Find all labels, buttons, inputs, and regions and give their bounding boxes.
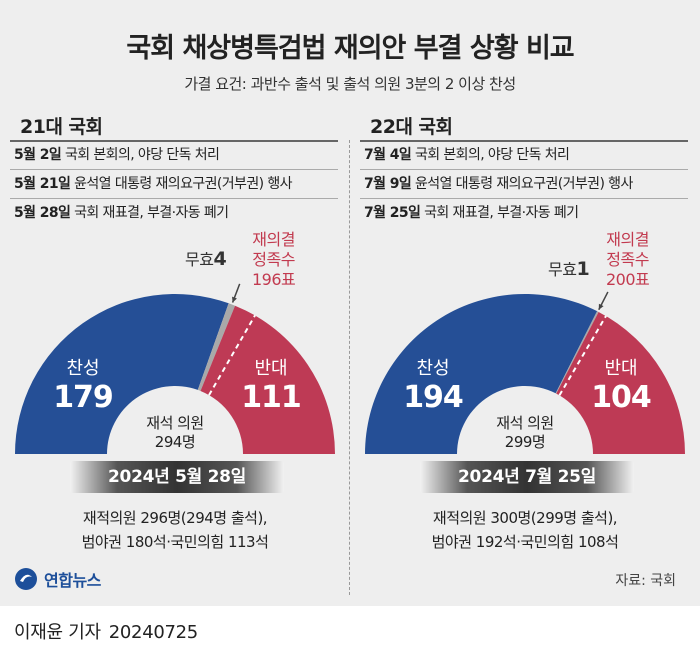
quorum-label: 재의결 정족수 196표 <box>252 230 296 290</box>
yes-label-value: 194 <box>403 380 464 415</box>
yes-label: 찬성 194 <box>393 354 473 415</box>
seat-note: 재적의원 296명(294명 출석), 범야권 180석·국민의힘 113석 <box>0 506 350 554</box>
center-label-line1: 재석 의원 <box>496 414 554 432</box>
divider <box>360 140 688 142</box>
event-date: 5월 2일 <box>14 147 62 163</box>
vote-date-bar: 2024년 5월 28일 <box>70 461 284 493</box>
timeline-event: 5월 2일 국회 본회의, 야당 단독 처리 <box>14 144 220 164</box>
vote-chart: 찬성 179 반대 111 무효4 재의결 정족수 196표 재석 의원 294… <box>0 230 350 459</box>
byline-author: 이재윤 기자 <box>14 622 101 643</box>
seat-note-line2: 범야권 192석·국민의힘 108석 <box>431 533 619 551</box>
session-title: 21대 국회 <box>20 116 103 138</box>
invalid-pointer-head <box>232 296 237 303</box>
yonhap-logo-icon <box>15 568 37 590</box>
invalid-label-name: 무효 <box>548 260 577 279</box>
column-divider <box>349 140 350 595</box>
vote-chart-svg <box>365 291 685 454</box>
seat-note-line1: 재적의원 296명(294명 출석), <box>82 509 268 527</box>
event-text: 윤석열 대통령 재의요구권(거부권) 행사 <box>414 176 633 192</box>
byline-date: 20240725 <box>108 622 199 643</box>
event-date: 5월 21일 <box>14 176 71 192</box>
event-text: 국회 재표결, 부결·자동 폐기 <box>74 205 229 221</box>
yes-label-name: 찬성 <box>66 358 100 379</box>
session-title: 22대 국회 <box>370 116 453 138</box>
divider <box>10 198 338 199</box>
quorum-line3: 196표 <box>252 270 296 289</box>
no-label: 반대 104 <box>581 354 661 415</box>
event-date: 7월 9일 <box>364 176 412 192</box>
quorum-line1: 재의결 <box>252 230 295 249</box>
quorum-line2: 정족수 <box>252 250 295 269</box>
timeline-event: 5월 28일 국회 재표결, 부결·자동 폐기 <box>14 202 229 222</box>
event-text: 국회 재표결, 부결·자동 폐기 <box>424 205 579 221</box>
logo-text: 연합뉴스 <box>44 571 101 590</box>
no-label-value: 111 <box>241 380 302 415</box>
invalid-slice <box>197 303 236 391</box>
invalid-label-value: 4 <box>213 248 227 270</box>
divider <box>360 198 688 199</box>
yes-label: 찬성 179 <box>48 354 118 415</box>
invalid-label: 무효4 <box>185 246 227 270</box>
timeline-event: 7월 9일 윤석열 대통령 재의요구권(거부권) 행사 <box>364 173 633 193</box>
no-label-name: 반대 <box>604 358 638 379</box>
no-label-name: 반대 <box>254 358 288 379</box>
timeline-event: 5월 21일 윤석열 대통령 재의요구권(거부권) 행사 <box>14 173 292 193</box>
seat-note-line1: 재적의원 300명(299명 출석), <box>432 509 618 527</box>
no-slice <box>200 305 335 454</box>
timeline-event: 7월 4일 국회 본회의, 야당 단독 처리 <box>364 144 570 164</box>
center-label: 재석 의원 299명 <box>470 414 580 452</box>
invalid-slice <box>555 311 599 394</box>
divider <box>10 140 338 142</box>
page-subtitle: 가결 요건: 과반수 출석 및 출석 의원 3분의 2 이상 찬성 <box>184 75 516 93</box>
yes-label-name: 찬성 <box>416 358 450 379</box>
invalid-label: 무효1 <box>548 256 590 280</box>
invalid-pointer-head <box>598 303 604 310</box>
timeline-event: 7월 25일 국회 재표결, 부결·자동 폐기 <box>364 202 579 222</box>
session-column-22: 22대 국회 7월 4일 국회 본회의, 야당 단독 처리 7월 9일 윤석열 … <box>350 104 690 604</box>
center-label: 재석 의원 294명 <box>120 414 230 452</box>
yes-label-value: 179 <box>53 380 114 415</box>
vote-date-bar: 2024년 7월 25일 <box>420 461 634 493</box>
quorum-line <box>208 314 256 396</box>
seat-note: 재적의원 300명(299명 출석), 범야권 192석·국민의힘 108석 <box>350 506 700 554</box>
divider <box>360 169 688 170</box>
yonhap-logo: 연합뉴스 <box>14 566 101 592</box>
invalid-label-name: 무효 <box>185 250 214 269</box>
center-label-line2: 299명 <box>504 433 546 451</box>
source-note: 자료: 국회 <box>615 573 676 589</box>
invalid-label-value: 1 <box>576 258 590 280</box>
vote-chart-svg <box>15 283 335 454</box>
event-date: 7월 4일 <box>364 147 412 163</box>
divider <box>10 169 338 170</box>
no-label: 반대 111 <box>236 354 306 415</box>
quorum-label: 재의결 정족수 200표 <box>606 230 650 290</box>
quorum-line3: 200표 <box>606 270 650 289</box>
yes-slice <box>365 294 598 454</box>
seat-note-line2: 범야권 180석·국민의힘 113석 <box>81 533 269 551</box>
event-text: 국회 본회의, 야당 단독 처리 <box>414 147 570 163</box>
byline: 이재윤 기자 20240725 <box>14 618 198 644</box>
event-text: 국회 본회의, 야당 단독 처리 <box>64 147 220 163</box>
event-date: 7월 25일 <box>364 205 421 221</box>
event-text: 윤석열 대통령 재의요구권(거부권) 행사 <box>74 176 292 192</box>
vote-chart: 찬성 194 반대 104 무효1 재의결 정족수 200표 재석 의원 299… <box>350 230 700 459</box>
quorum-line2: 정족수 <box>606 250 649 269</box>
session-column-21: 21대 국회 5월 2일 국회 본회의, 야당 단독 처리 5월 21일 윤석열… <box>0 104 340 604</box>
yes-slice <box>15 294 229 454</box>
quorum-line1: 재의결 <box>606 230 649 249</box>
quorum-line <box>558 315 607 396</box>
center-label-line2: 294명 <box>154 433 196 451</box>
center-label-line1: 재석 의원 <box>146 414 204 432</box>
event-date: 5월 28일 <box>14 205 71 221</box>
page-title: 국회 채상병특검법 재의안 부결 상황 비교 <box>126 33 574 64</box>
infographic-panel: 국회 채상병특검법 재의안 부결 상황 비교 가결 요건: 과반수 출석 및 출… <box>0 0 700 606</box>
no-label-value: 104 <box>591 380 652 415</box>
